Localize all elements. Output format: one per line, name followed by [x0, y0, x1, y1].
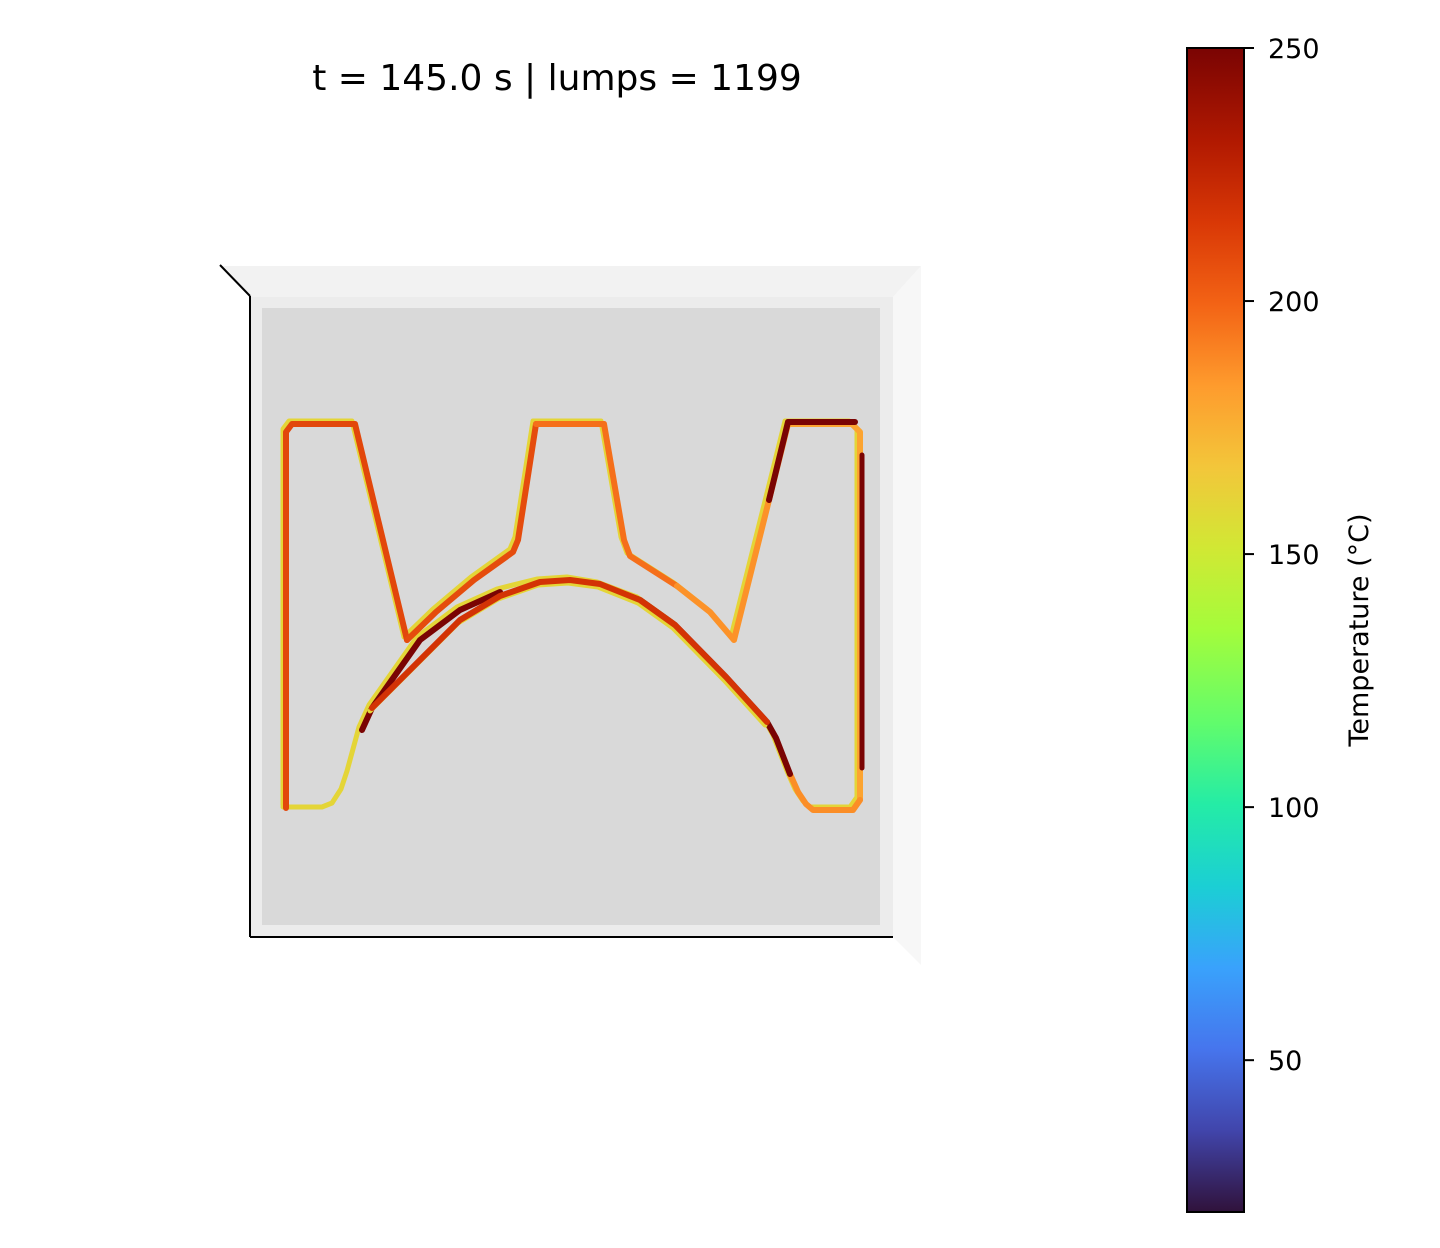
colorbar-tick-label: 250 [1268, 34, 1320, 65]
colorbar-tick-label: 150 [1268, 540, 1320, 571]
toolpath-segment [764, 719, 793, 777]
colorbar: 50 100 150 200 250 Temperature (°C) [1186, 34, 1375, 1213]
colorbar-tick-label: 50 [1268, 1046, 1302, 1077]
toolpath-arch [369, 577, 770, 725]
side-pane-right [893, 266, 921, 965]
back-pane-top [220, 266, 921, 297]
toolpath [280, 418, 865, 813]
colorbar-label: Temperature (°C) [1344, 513, 1375, 747]
colorbar-gradient [1186, 47, 1245, 1213]
chart-title: t = 145.0 s | lumps = 1199 [312, 58, 802, 99]
axis-line-diagonal [219, 264, 251, 297]
toolpath-segment [674, 421, 791, 643]
toolpath-segment [533, 421, 680, 589]
toolpath-segment [404, 421, 539, 643]
toolpath-hot-segment [766, 419, 858, 503]
toolpath-segment [787, 771, 863, 813]
toolpath-hot-segment [359, 589, 503, 733]
colorbar-tick-label: 100 [1268, 793, 1320, 824]
axes-3d [219, 264, 921, 965]
plot-plane [262, 308, 880, 925]
colorbar-tick-label: 200 [1268, 287, 1320, 318]
toolpath-segment [283, 421, 410, 811]
colorbar-ticks: 50 100 150 200 250 [1244, 34, 1320, 1077]
